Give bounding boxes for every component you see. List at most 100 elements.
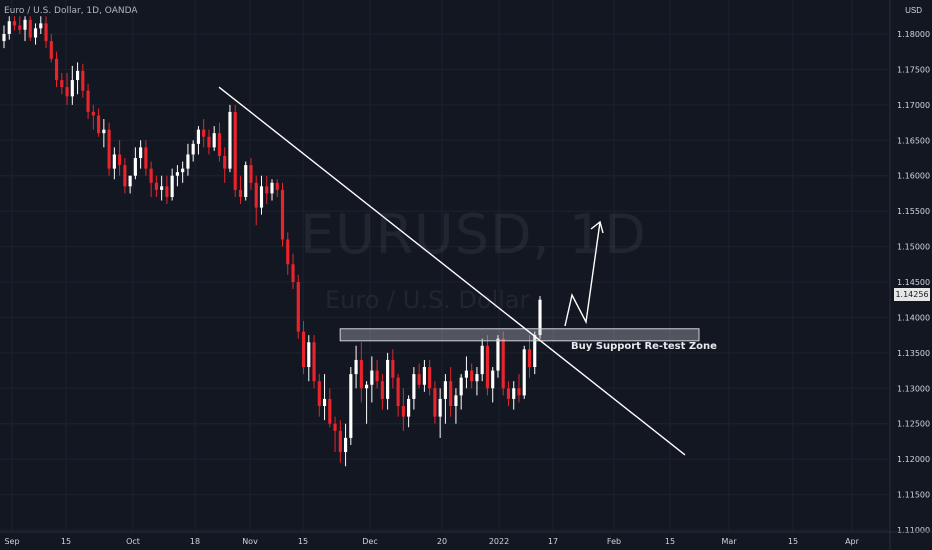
candle-body bbox=[2, 34, 6, 42]
candle-body bbox=[23, 19, 27, 30]
candle-body bbox=[123, 165, 127, 187]
candle-body bbox=[522, 349, 526, 396]
symbol-header[interactable]: Euro / U.S. Dollar, 1D, OANDA bbox=[4, 6, 138, 16]
candle-body bbox=[259, 186, 264, 208]
candle-body bbox=[118, 154, 122, 166]
candle-body bbox=[449, 381, 453, 406]
candle-body bbox=[428, 367, 432, 389]
candle-body bbox=[380, 381, 384, 399]
candle-body bbox=[480, 345, 484, 375]
candle-body bbox=[464, 370, 469, 378]
candle-body bbox=[459, 377, 463, 396]
candle-body bbox=[249, 165, 253, 183]
candle-body bbox=[407, 398, 411, 417]
candle-body bbox=[97, 115, 101, 134]
candle-body bbox=[65, 87, 69, 97]
time-tick-label: Nov bbox=[242, 537, 258, 546]
time-tick-label: 15 bbox=[788, 537, 798, 546]
price-tick-label: 1.14500 bbox=[897, 278, 930, 287]
candle-body bbox=[527, 349, 532, 368]
candle-body bbox=[233, 111, 237, 190]
candle-body bbox=[301, 331, 306, 368]
candle-body bbox=[170, 175, 174, 197]
candle-body bbox=[501, 338, 505, 389]
time-tick-label: Sep bbox=[4, 537, 19, 546]
candle-body bbox=[75, 70, 80, 81]
candle-body bbox=[391, 359, 395, 378]
candle-body bbox=[396, 377, 400, 406]
price-tick-label: 1.13500 bbox=[897, 349, 930, 358]
candle-body bbox=[312, 342, 316, 382]
time-tick-label: 15 bbox=[61, 537, 71, 546]
price-tick-label: 1.11000 bbox=[897, 526, 930, 535]
candle-body bbox=[107, 129, 111, 169]
price-tick-label: 1.16500 bbox=[897, 136, 930, 145]
candle-body bbox=[506, 388, 511, 399]
time-tick-label: Oct bbox=[126, 537, 140, 546]
candle-body bbox=[175, 172, 179, 176]
candle-body bbox=[422, 367, 426, 385]
candle-body bbox=[196, 129, 201, 144]
time-tick-label: 18 bbox=[190, 537, 200, 546]
candle-body bbox=[139, 147, 143, 158]
candle-body bbox=[191, 143, 195, 155]
candle-body bbox=[112, 154, 116, 169]
last-price-label: 1.14256 bbox=[894, 288, 930, 301]
candle-body bbox=[417, 374, 421, 385]
price-tick-label: 1.16000 bbox=[897, 172, 930, 181]
candle-body bbox=[33, 28, 38, 38]
candle-body bbox=[512, 388, 516, 399]
candle-body bbox=[359, 359, 363, 389]
candle-body bbox=[375, 370, 379, 382]
candle-body bbox=[39, 23, 43, 29]
time-tick-label: 15 bbox=[298, 537, 308, 546]
candle-body bbox=[12, 21, 17, 26]
candle-body bbox=[328, 398, 332, 424]
watermark-symbol: EURUSD, 1D bbox=[300, 203, 647, 266]
candle-body bbox=[28, 19, 32, 38]
candle-body bbox=[270, 182, 274, 194]
price-tick-label: 1.12000 bbox=[897, 455, 930, 464]
price-tick-label: 1.15500 bbox=[897, 207, 930, 216]
candle-body bbox=[186, 154, 190, 169]
price-axis-currency: USD bbox=[905, 6, 922, 15]
candle-body bbox=[7, 21, 11, 34]
candle-body bbox=[496, 338, 500, 371]
candle-body bbox=[202, 129, 206, 137]
candle-body bbox=[149, 168, 153, 183]
price-tick-label: 1.14000 bbox=[897, 313, 930, 322]
candle-body bbox=[307, 342, 311, 368]
candle-body bbox=[291, 264, 295, 282]
watermark-description: Euro / U.S. Dollar bbox=[325, 286, 530, 314]
candle-body bbox=[275, 182, 279, 190]
candle-body bbox=[354, 359, 358, 375]
candle-body bbox=[296, 282, 300, 332]
candle-body bbox=[60, 80, 64, 88]
candle-body bbox=[370, 370, 374, 385]
candle-body bbox=[401, 406, 405, 417]
candle-body bbox=[91, 111, 95, 116]
price-tick-label: 1.13000 bbox=[897, 384, 930, 393]
candle-body bbox=[154, 182, 158, 190]
time-tick-label: 20 bbox=[437, 537, 447, 546]
candle-body bbox=[228, 111, 232, 169]
price-tick-label: 1.12500 bbox=[897, 420, 930, 429]
candle-body bbox=[160, 186, 164, 190]
candle-body bbox=[86, 90, 90, 112]
time-tick-label: Feb bbox=[607, 537, 621, 546]
candle-body bbox=[443, 381, 447, 399]
time-tick-label: Mar bbox=[721, 537, 737, 546]
candle-body bbox=[475, 374, 479, 382]
candle-body bbox=[133, 158, 137, 176]
candle-body bbox=[244, 165, 248, 197]
candle-body bbox=[217, 133, 222, 156]
support-zone-box bbox=[339, 328, 700, 342]
candle-body bbox=[438, 398, 442, 417]
candle-body bbox=[207, 136, 211, 148]
projection-arrowhead bbox=[590, 220, 604, 234]
candle-body bbox=[454, 395, 458, 406]
candle-body bbox=[165, 186, 169, 197]
